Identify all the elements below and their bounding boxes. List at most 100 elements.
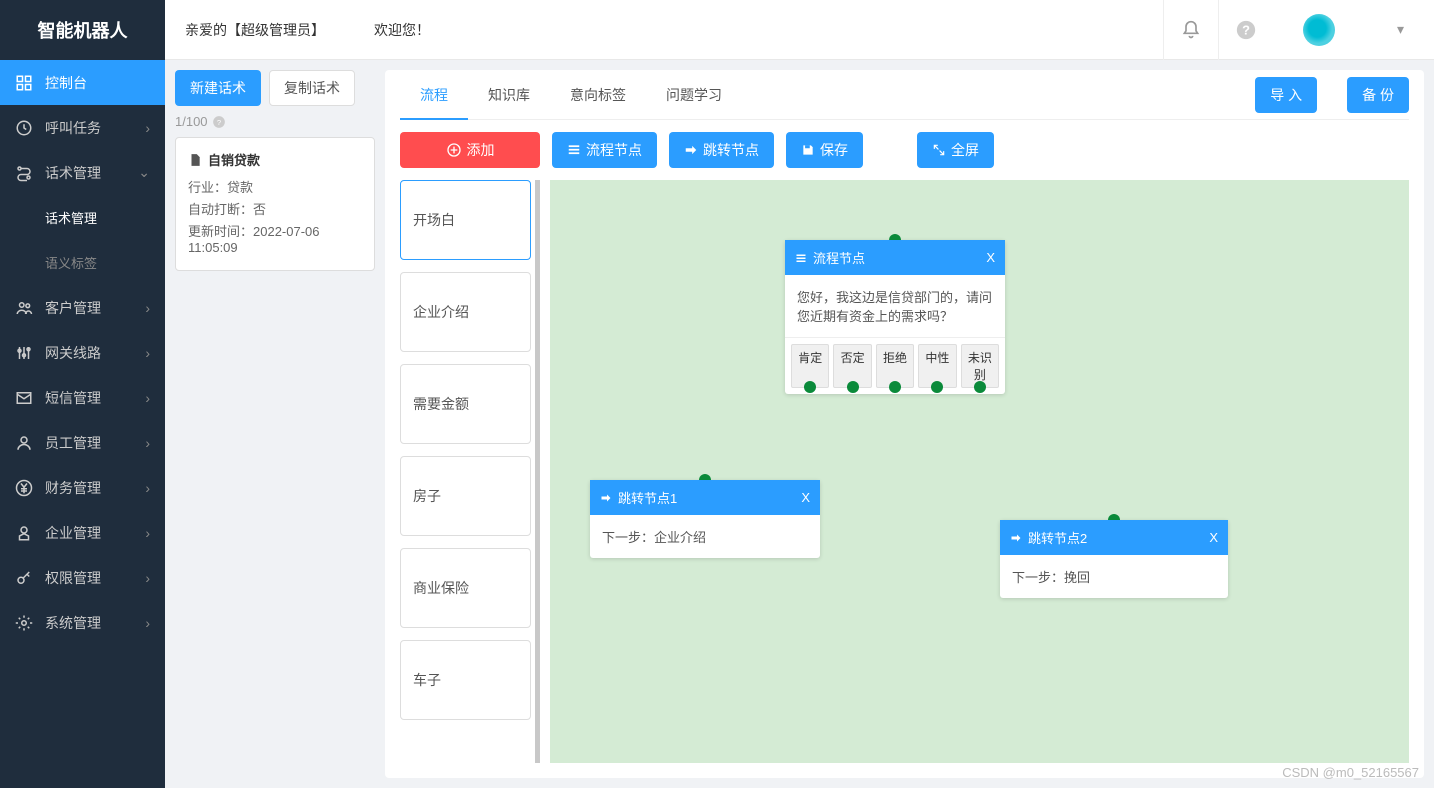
node-header[interactable]: 跳转节点2X (1000, 520, 1228, 555)
help-icon[interactable]: ? (1218, 0, 1273, 60)
main-content: 新建话术 复制话术 1/100 ? 自销贷款 行业：贷款 自动打断：否 更新时间… (165, 60, 1434, 788)
sliders-icon (15, 344, 33, 362)
port-out[interactable] (974, 381, 986, 393)
port-out[interactable] (889, 381, 901, 393)
mail-icon (15, 389, 33, 407)
sidebar-item-网关线路[interactable]: 网关线路› (0, 330, 165, 375)
port-out[interactable] (804, 381, 816, 393)
list-icon (567, 143, 581, 157)
port-out[interactable] (847, 381, 859, 393)
sidebar-item-系统管理[interactable]: 系统管理› (0, 600, 165, 645)
info-icon: ? (212, 115, 226, 129)
chevron-icon: › (145, 390, 150, 406)
chevron-down-icon: ▾ (1397, 21, 1404, 38)
process-node[interactable]: 流程节点X 您好，我这边是信贷部门的，请问您近期有资金上的需求吗？ 肯定否定拒绝… (785, 240, 1005, 394)
sidebar-item-财务管理[interactable]: 财务管理› (0, 465, 165, 510)
node-tags: 肯定否定拒绝中性未识别 (785, 337, 1005, 394)
node-header[interactable]: 跳转节点1X (590, 480, 820, 515)
fullscreen-button[interactable]: 全屏 (917, 132, 994, 168)
tab-知识库[interactable]: 知识库 (468, 71, 550, 119)
script-list-panel: 新建话术 复制话术 1/100 ? 自销贷款 行业：贷款 自动打断：否 更新时间… (175, 70, 375, 778)
node-type-房子[interactable]: 房子 (400, 456, 531, 536)
top-bar: 智能机器人 亲爱的【超级管理员】 欢迎您！ ? ▾ (0, 0, 1434, 60)
app-logo: 智能机器人 (0, 0, 165, 60)
expand-icon (932, 143, 946, 157)
node-type-企业介绍[interactable]: 企业介绍 (400, 272, 531, 352)
tab-问题学习[interactable]: 问题学习 (646, 71, 742, 119)
yen-icon (15, 479, 33, 497)
bell-icon[interactable] (1163, 0, 1218, 60)
sidebar-sub-话术管理[interactable]: 话术管理 (0, 195, 165, 240)
chevron-icon: › (145, 480, 150, 496)
sidebar-item-企业管理[interactable]: 企业管理› (0, 510, 165, 555)
chevron-icon: › (145, 300, 150, 316)
share-icon (600, 492, 612, 504)
svg-text:?: ? (1242, 22, 1250, 37)
tag-中性[interactable]: 中性 (918, 344, 956, 388)
jump-node-button[interactable]: 跳转节点 (669, 132, 774, 168)
backup-button[interactable]: 备 份 (1347, 77, 1409, 113)
copy-script-button[interactable]: 复制话术 (269, 70, 355, 106)
plus-icon (446, 142, 462, 158)
sidebar-item-呼叫任务[interactable]: 呼叫任务› (0, 105, 165, 150)
users-icon (15, 299, 33, 317)
chevron-icon: › (145, 435, 150, 451)
avatar-icon (1303, 14, 1335, 46)
node-type-商业保险[interactable]: 商业保险 (400, 548, 531, 628)
tag-拒绝[interactable]: 拒绝 (876, 344, 914, 388)
tag-肯定[interactable]: 肯定 (791, 344, 829, 388)
top-right-controls: ? ▾ (1163, 0, 1414, 60)
close-icon[interactable]: X (1209, 530, 1218, 545)
chevron-icon: › (145, 525, 150, 541)
node-body: 下一步：企业介绍 (590, 515, 820, 558)
toolbar: 添加 流程节点 跳转节点 保存 全屏 (400, 132, 1409, 168)
chevron-icon: › (145, 570, 150, 586)
node-body: 您好，我这边是信贷部门的，请问您近期有资金上的需求吗？ (785, 275, 1005, 337)
node-type-需要金额[interactable]: 需要金额 (400, 364, 531, 444)
greeting-text: 亲爱的【超级管理员】 欢迎您！ (185, 20, 1163, 40)
new-script-button[interactable]: 新建话术 (175, 70, 261, 106)
chevron-icon: › (145, 615, 150, 631)
route-icon (15, 164, 33, 182)
share-icon (684, 143, 698, 157)
close-icon[interactable]: X (986, 250, 995, 265)
sidebar-item-短信管理[interactable]: 短信管理› (0, 375, 165, 420)
sidebar-item-控制台[interactable]: 控制台 (0, 60, 165, 105)
save-icon (801, 143, 815, 157)
sidebar-item-客户管理[interactable]: 客户管理› (0, 285, 165, 330)
sidebar-item-话术管理[interactable]: 话术管理⌄ (0, 150, 165, 195)
import-button[interactable]: 导 入 (1255, 77, 1317, 113)
sidebar: 控制台呼叫任务›话术管理⌄话术管理语义标签客户管理›网关线路›短信管理›员工管理… (0, 60, 165, 788)
close-icon[interactable]: X (801, 490, 810, 505)
file-icon (188, 152, 202, 168)
share-icon (1010, 532, 1022, 544)
tab-流程[interactable]: 流程 (400, 71, 468, 119)
svg-text:?: ? (216, 117, 220, 126)
tab-意向标签[interactable]: 意向标签 (550, 71, 646, 119)
sidebar-item-员工管理[interactable]: 员工管理› (0, 420, 165, 465)
flow-canvas[interactable]: 流程节点X 您好，我这边是信贷部门的，请问您近期有资金上的需求吗？ 肯定否定拒绝… (550, 180, 1409, 763)
node-body: 下一步：挽回 (1000, 555, 1228, 598)
script-card[interactable]: 自销贷款 行业：贷款 自动打断：否 更新时间：2022-07-06 11:05:… (175, 137, 375, 271)
node-header[interactable]: 流程节点X (785, 240, 1005, 275)
save-button[interactable]: 保存 (786, 132, 863, 168)
add-button[interactable]: 添加 (400, 132, 540, 168)
node-type-开场白[interactable]: 开场白 (400, 180, 531, 260)
jump-node-2[interactable]: 跳转节点2X 下一步：挽回 (1000, 520, 1228, 598)
sidebar-item-权限管理[interactable]: 权限管理› (0, 555, 165, 600)
tag-否定[interactable]: 否定 (833, 344, 871, 388)
script-card-title: 自销贷款 (188, 150, 362, 169)
tag-未识别[interactable]: 未识别 (961, 344, 999, 388)
key-icon (15, 569, 33, 587)
editor-panel: 流程知识库意向标签问题学习 导 入 备 份 添加 流程节点 跳转节点 保存 (385, 70, 1424, 778)
flow-node-button[interactable]: 流程节点 (552, 132, 657, 168)
user-menu[interactable]: ▾ (1278, 14, 1414, 46)
node-type-车子[interactable]: 车子 (400, 640, 531, 720)
user-name (1345, 20, 1387, 40)
grid-icon (15, 74, 33, 92)
chevron-icon: ⌄ (138, 164, 150, 181)
jump-node-1[interactable]: 跳转节点1X 下一步：企业介绍 (590, 480, 820, 558)
port-out[interactable] (931, 381, 943, 393)
sidebar-sub-语义标签[interactable]: 语义标签 (0, 240, 165, 285)
node-type-list: 开场白企业介绍需要金额房子商业保险车子 (400, 180, 540, 763)
